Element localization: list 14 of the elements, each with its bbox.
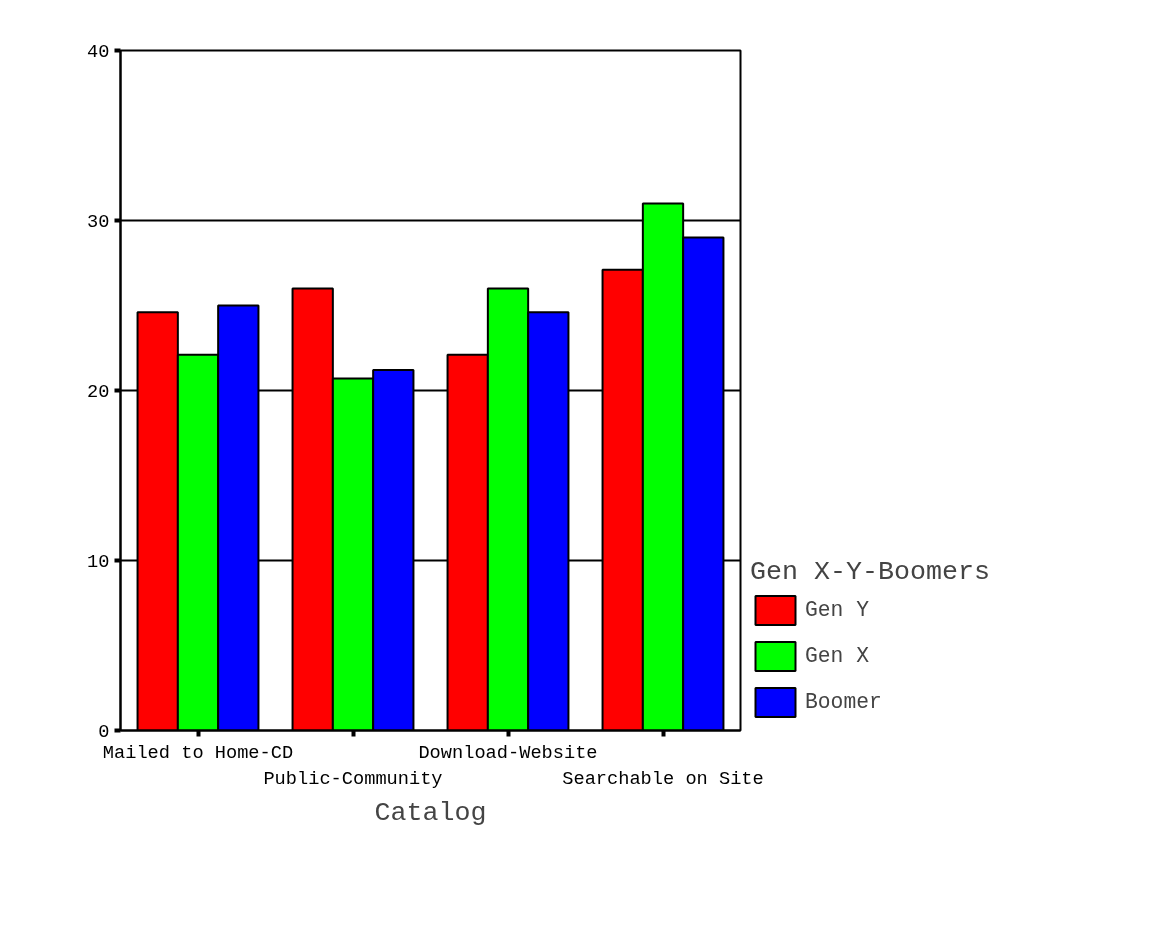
y-tick-label: 20 [87,380,110,403]
x-tick-label: Public-Community [263,767,443,790]
x-tick-label: Searchable on Site [562,767,764,790]
y-tick-label: 30 [87,210,110,233]
legend-title: Gen X-Y-Boomers [750,557,990,587]
x-tick-label: Download-Website [418,741,598,764]
x-tick-label: Mailed to Home-CD [102,741,294,764]
legend-label: Boomer [805,690,882,714]
y-tick-label: 10 [87,550,110,573]
legend-label: Gen X [805,644,869,668]
legend-label: Gen Y [805,598,869,622]
x-axis-title: Catalog [374,797,487,828]
y-tick-label: 40 [87,40,110,63]
y-tick-label: 0 [98,720,110,743]
